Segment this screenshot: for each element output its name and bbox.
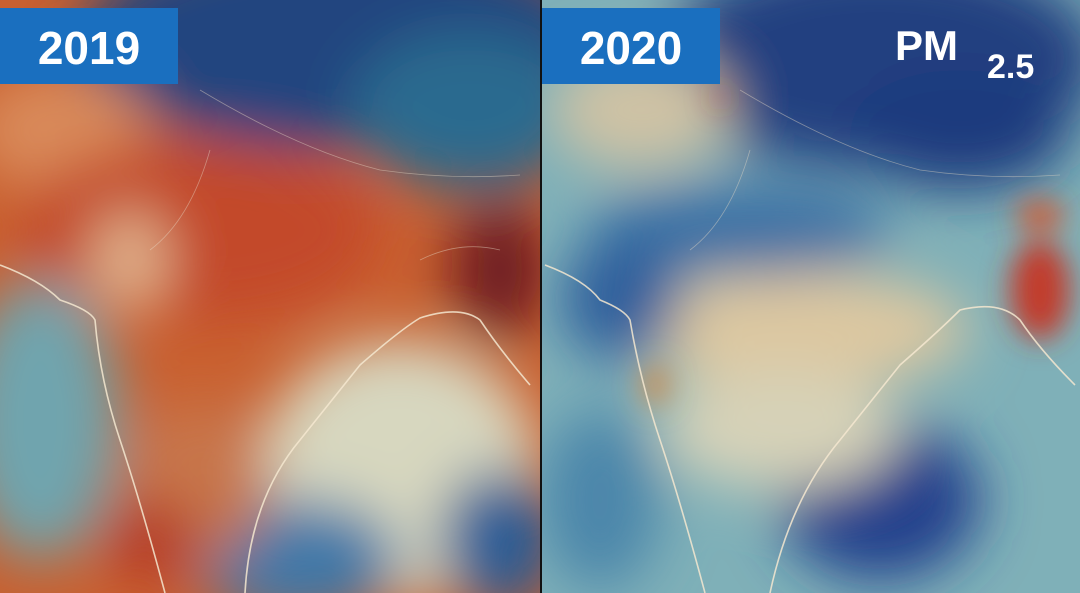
map-2019 [0,0,540,593]
year-label: 2020 [580,22,682,74]
pollutant-subscript: 2.5 [987,48,1034,86]
map-2020 [542,0,1080,593]
year-badge [0,8,178,84]
year-badge [542,8,720,84]
pollutant-label: PM [895,22,958,69]
divider [540,0,542,593]
year-label: 2019 [38,22,140,74]
